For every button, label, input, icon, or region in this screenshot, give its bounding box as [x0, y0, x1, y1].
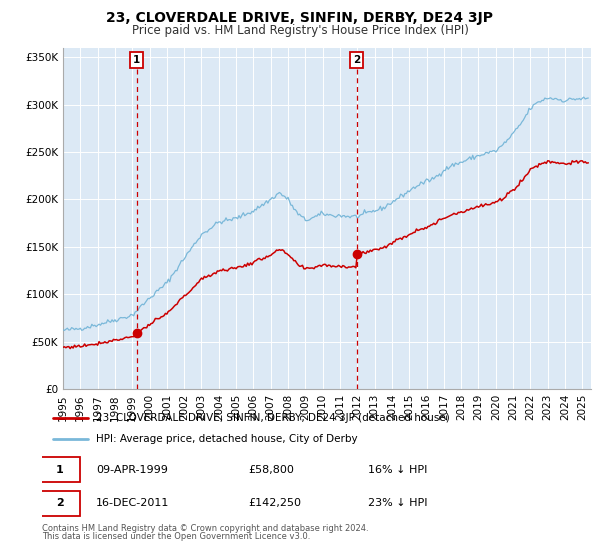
Text: £58,800: £58,800 — [248, 465, 294, 475]
Text: HPI: Average price, detached house, City of Derby: HPI: Average price, detached house, City… — [97, 434, 358, 444]
Text: 2: 2 — [353, 55, 360, 65]
Text: £142,250: £142,250 — [248, 498, 301, 508]
FancyBboxPatch shape — [39, 491, 80, 516]
Text: This data is licensed under the Open Government Licence v3.0.: This data is licensed under the Open Gov… — [42, 532, 310, 541]
Text: 23, CLOVERDALE DRIVE, SINFIN, DERBY, DE24 3JP (detached house): 23, CLOVERDALE DRIVE, SINFIN, DERBY, DE2… — [97, 413, 450, 423]
Text: 09-APR-1999: 09-APR-1999 — [97, 465, 168, 475]
Text: Contains HM Land Registry data © Crown copyright and database right 2024.: Contains HM Land Registry data © Crown c… — [42, 524, 368, 533]
Text: 1: 1 — [56, 465, 64, 475]
Text: 23% ↓ HPI: 23% ↓ HPI — [368, 498, 427, 508]
FancyBboxPatch shape — [39, 458, 80, 482]
Text: 16% ↓ HPI: 16% ↓ HPI — [368, 465, 427, 475]
Text: 16-DEC-2011: 16-DEC-2011 — [97, 498, 170, 508]
Text: 23, CLOVERDALE DRIVE, SINFIN, DERBY, DE24 3JP: 23, CLOVERDALE DRIVE, SINFIN, DERBY, DE2… — [107, 11, 493, 25]
Text: 1: 1 — [133, 55, 140, 65]
Text: 2: 2 — [56, 498, 64, 508]
Text: Price paid vs. HM Land Registry's House Price Index (HPI): Price paid vs. HM Land Registry's House … — [131, 24, 469, 36]
